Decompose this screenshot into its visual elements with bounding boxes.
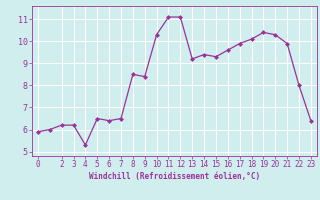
X-axis label: Windchill (Refroidissement éolien,°C): Windchill (Refroidissement éolien,°C) bbox=[89, 172, 260, 181]
